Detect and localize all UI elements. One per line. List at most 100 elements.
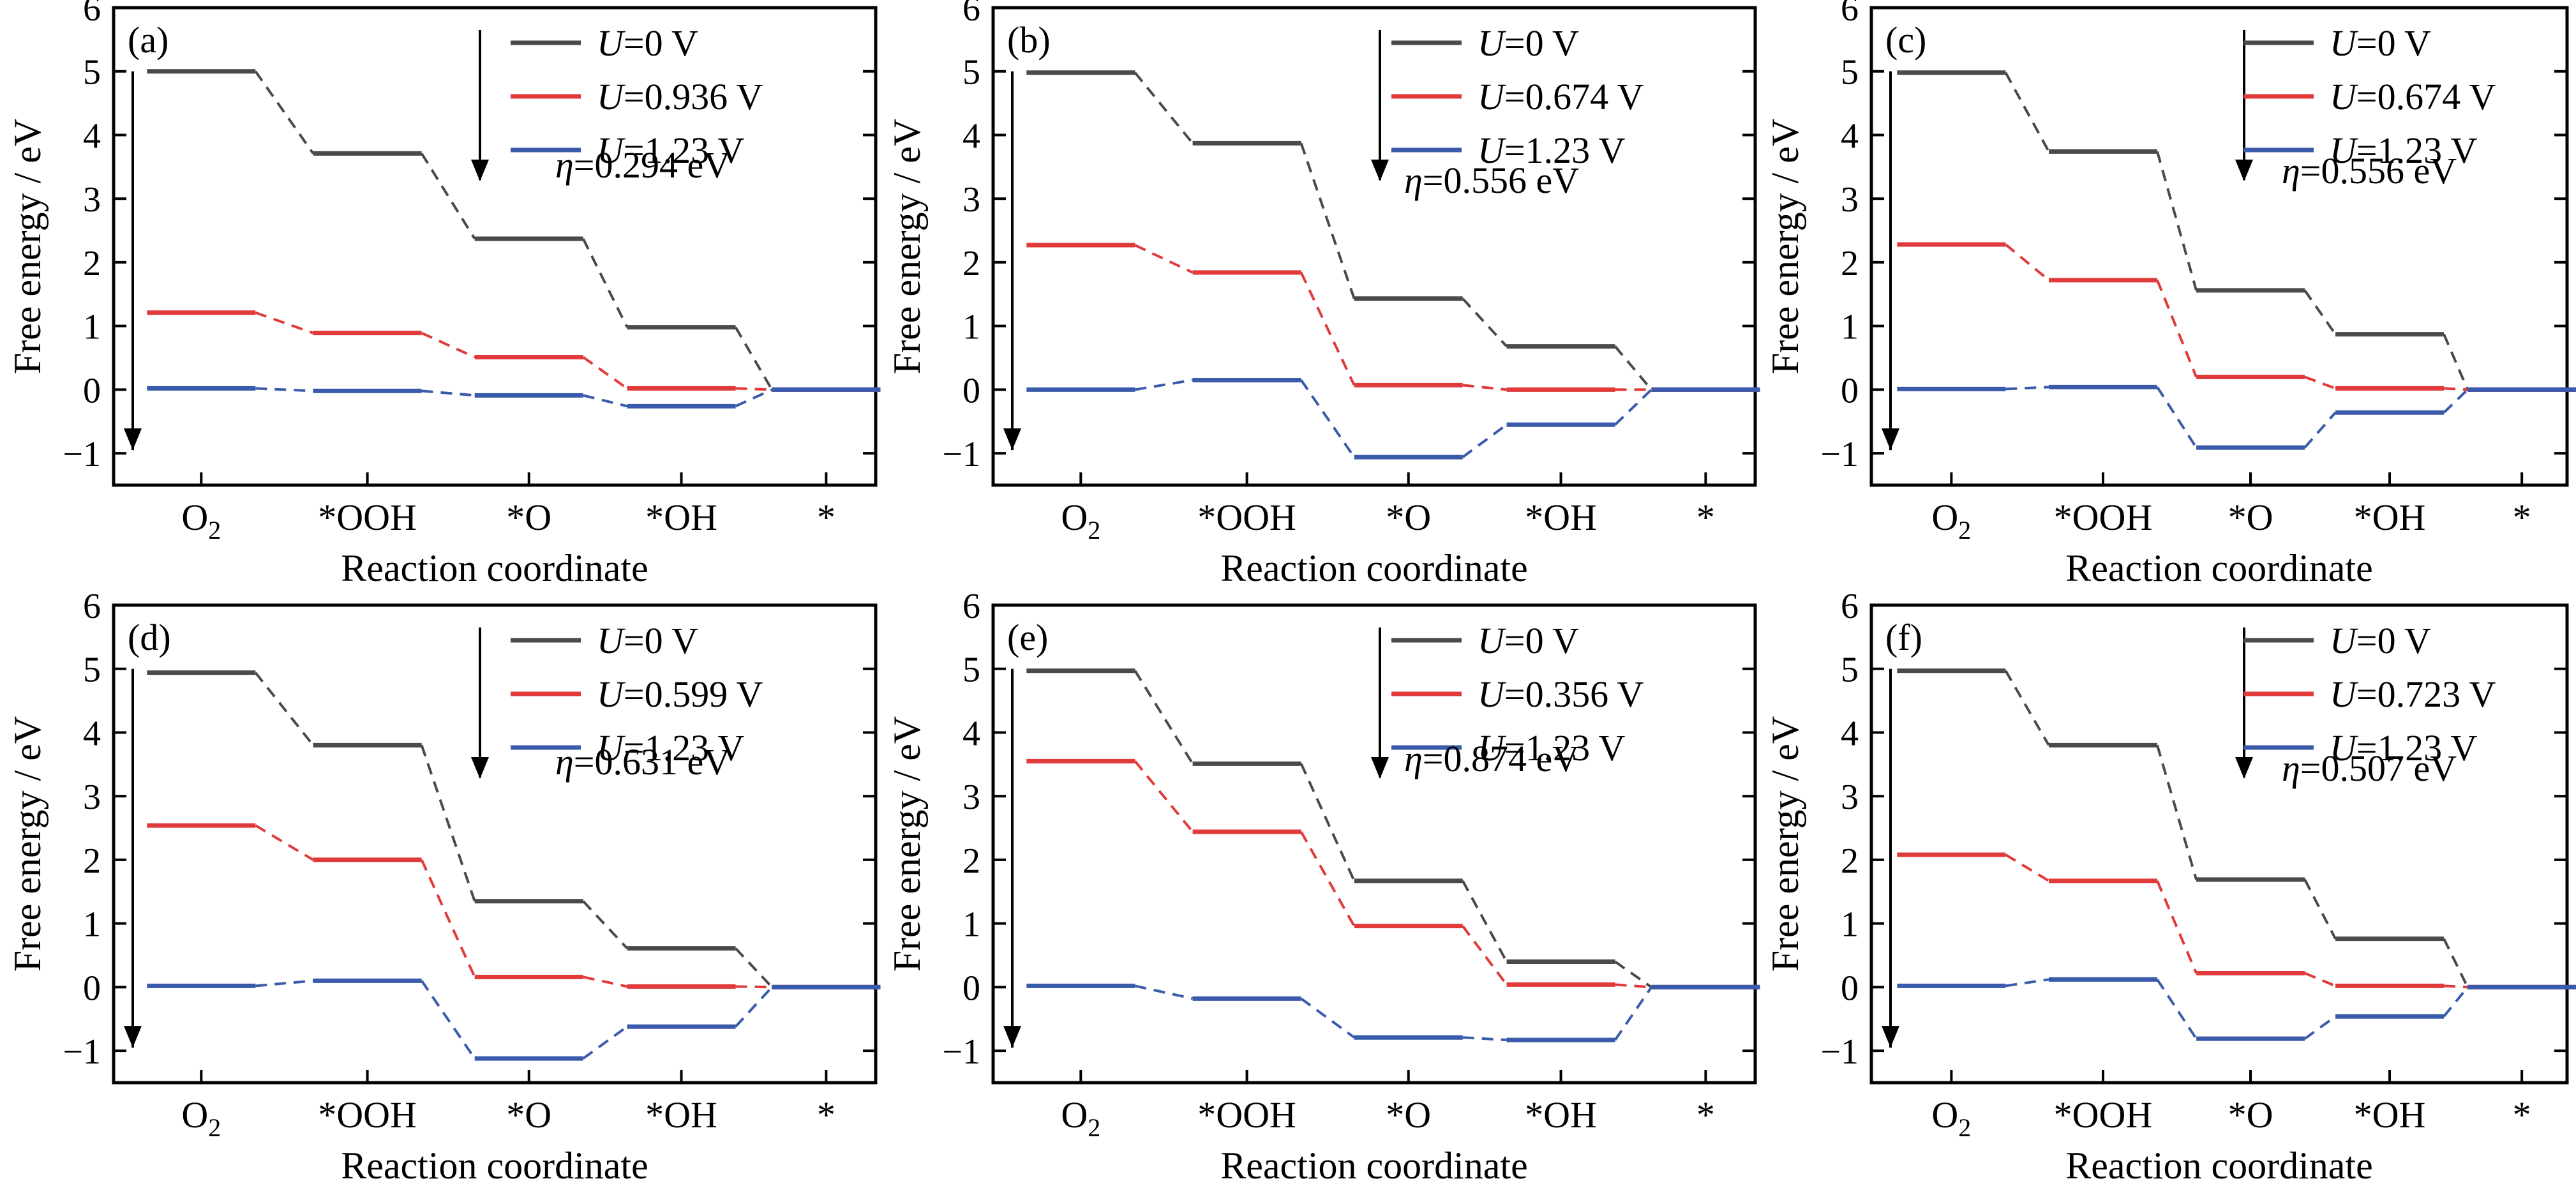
legend-entry: U=0.674 V [1478,76,1644,117]
energy-connector [1134,244,1194,274]
energy-connector [2004,71,2050,153]
y-tick-label: 1 [962,905,980,945]
energy-connector [421,389,475,397]
y-tick-label: 2 [83,841,101,881]
y-tick-label: 0 [83,371,101,410]
energy-connector [2303,1015,2337,1040]
x-tick-label-subscript: 2 [1088,1113,1100,1142]
energy-connector [2443,387,2468,391]
x-tick-label-o: O [1931,497,1958,538]
legend-value: =0 V [2356,620,2431,661]
x-tick-label: O2 [1931,1094,1971,1142]
eta-value: =0.507 eV [2300,748,2457,789]
energy-connector [254,672,315,746]
energy-connector [735,986,773,1028]
energy-connector [1134,379,1193,391]
x-tick-label: *OH [1525,497,1597,538]
legend-arrow-head [471,160,489,181]
y-tick-label: −1 [1820,1032,1859,1072]
legend-arrow-head [1371,757,1389,779]
energy-connector [2005,853,2050,882]
y-tick-label: −1 [63,1032,101,1072]
x-tick-label-o: O [1061,1094,1088,1136]
energy-connector [1134,670,1194,765]
energy-connector [1462,297,1508,347]
eta-symbol: η [2282,748,2300,789]
eta-value: =0.294 eV [574,144,730,186]
legend-entry: U=0.674 V [2330,76,2496,117]
legend-value: =0.723 V [2356,673,2496,715]
energy-connector [255,979,313,988]
x-tick-label: * [2513,497,2531,538]
energy-connector [420,153,476,240]
y-tick-label: 4 [1841,116,1859,156]
legend-u-symbol: U [597,76,626,117]
y-tick-label: 1 [83,905,101,945]
legend-entry: U=0 V [597,22,698,64]
y-tick-label: 2 [962,244,980,283]
eta-symbol: η [2282,150,2300,192]
legend-u-symbol: U [2330,76,2359,117]
x-tick-label: *OOH [2054,497,2153,538]
legend-u-symbol: U [1478,130,1507,171]
legend-entry: U=1.23 V [597,130,745,171]
energy-connector [2443,388,2469,414]
y-tick-label: 4 [83,116,101,156]
energy-connector [2443,986,2469,1018]
energy-connector [2443,938,2469,988]
legend-u-symbol: U [1478,76,1507,117]
energy-connector [2005,978,2049,988]
energy-connector [2303,289,2337,335]
y-axis-title: Free energy / eV [1764,119,1806,374]
x-tick-label-o: O [1931,1094,1958,1136]
y-tick-label: 1 [1841,905,1859,945]
eta-value: =0.556 eV [2300,150,2457,192]
energy-connector [255,387,313,393]
x-tick-label: O2 [181,497,221,545]
legend-value: =1.23 V [2356,130,2478,171]
x-tick-label: *OH [645,1094,717,1136]
energy-connector [255,824,314,861]
panel-label: (e) [1007,617,1048,658]
x-axis-title: Reaction coordinate [341,547,648,589]
y-tick-label: −1 [1820,435,1859,474]
legend-value: =0 V [1504,22,1579,64]
x-tick-label: *O [2228,497,2273,538]
energy-connector [2156,880,2198,974]
legend-value: =0 V [624,22,698,64]
y-tick-label: 0 [962,371,980,410]
x-tick-label-subscript: 2 [1958,1113,1971,1142]
x-tick-label-o: O [181,1094,208,1136]
y-tick-label: −1 [942,1032,980,1072]
y-tick-label: 5 [1841,53,1859,93]
y-tick-label: 0 [83,968,101,1008]
x-tick-label: *OH [2354,497,2426,538]
x-axis-title: Reaction coordinate [2065,547,2372,589]
y-axis-title: Free energy / eV [886,119,928,374]
energy-connector [2156,386,2198,449]
x-tick-label: * [1696,1094,1715,1136]
down-arrow-head [1003,428,1021,451]
energy-connector [1134,984,1194,1000]
y-tick-label: 3 [962,778,980,817]
x-tick-label: *OH [645,497,717,538]
panel-label: (c) [1885,19,1926,61]
y-tick-label: 3 [962,180,980,220]
legend-entry: U=0.936 V [597,76,763,117]
energy-connector [2443,984,2468,989]
x-tick-label: *OOH [318,1094,417,1136]
panel-label: (b) [1007,19,1051,61]
legend-entry: U=0 V [597,620,698,661]
energy-connector [2156,151,2198,291]
legend-u-symbol: U [1478,22,1507,64]
plot-frame [1869,6,2569,487]
legend-u-symbol: U [1478,727,1507,769]
y-tick-label: 0 [1841,371,1859,410]
plot-frame [991,603,1757,1085]
x-tick-label: O2 [181,1094,221,1142]
y-tick-label: 1 [83,308,101,347]
legend-entry: U=1.23 V [2330,727,2478,769]
